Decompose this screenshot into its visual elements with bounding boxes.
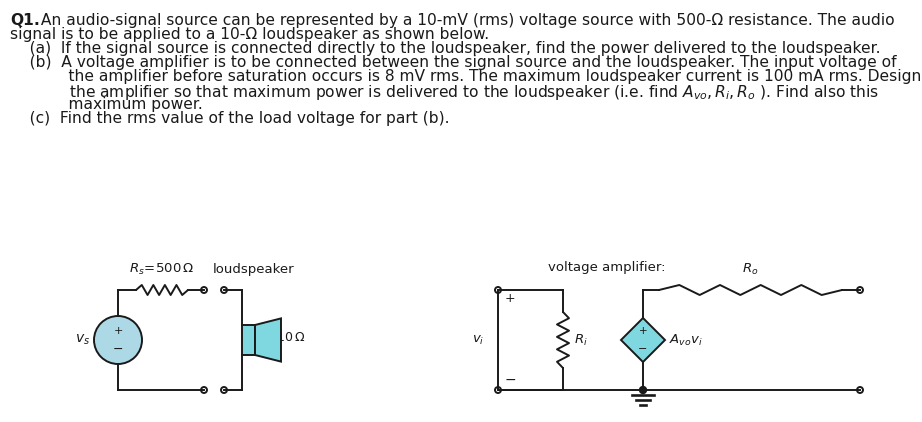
Text: −: −	[638, 344, 647, 354]
Text: +: +	[505, 292, 515, 305]
Polygon shape	[255, 319, 281, 362]
Text: $R_L\!=\!10\,\Omega$: $R_L\!=\!10\,\Omega$	[251, 330, 305, 346]
Text: −: −	[112, 343, 124, 355]
Circle shape	[495, 287, 501, 293]
Text: loudspeaker: loudspeaker	[213, 263, 295, 276]
Text: +: +	[639, 326, 647, 336]
Text: the amplifier so that maximum power is delivered to the loudspeaker (i.e. find $: the amplifier so that maximum power is d…	[10, 83, 880, 102]
Text: (a)  If the signal source is connected directly to the loudspeaker, find the pow: (a) If the signal source is connected di…	[10, 41, 881, 56]
Text: the amplifier before saturation occurs is 8 mV rms. The maximum loudspeaker curr: the amplifier before saturation occurs i…	[10, 69, 921, 84]
Circle shape	[495, 387, 501, 393]
Text: (c)  Find the rms value of the load voltage for part (b).: (c) Find the rms value of the load volta…	[10, 111, 450, 126]
Text: signal is to be applied to a 10-Ω loudspeaker as shown below.: signal is to be applied to a 10-Ω loudsp…	[10, 27, 490, 42]
Text: $v_i$: $v_i$	[472, 333, 484, 346]
Text: voltage amplifier:: voltage amplifier:	[548, 261, 666, 274]
Circle shape	[857, 387, 863, 393]
Text: An audio-signal source can be represented by a 10-mV (rms) voltage source with 5: An audio-signal source can be represente…	[36, 13, 894, 28]
Text: maximum power.: maximum power.	[10, 97, 203, 112]
Text: −: −	[505, 373, 516, 387]
Circle shape	[221, 387, 227, 393]
Circle shape	[201, 387, 207, 393]
Text: (b)  A voltage amplifier is to be connected between the signal source and the lo: (b) A voltage amplifier is to be connect…	[10, 55, 896, 70]
Text: +: +	[113, 326, 123, 336]
Bar	[242, 325, 255, 355]
Text: $R_i$: $R_i$	[574, 333, 587, 348]
Circle shape	[201, 287, 207, 293]
Circle shape	[857, 287, 863, 293]
Text: $A_{vo}v_i$: $A_{vo}v_i$	[669, 333, 703, 348]
Text: $R_s\!=\!500\,\Omega$: $R_s\!=\!500\,\Omega$	[129, 262, 195, 277]
Circle shape	[221, 287, 227, 293]
Text: Q1.: Q1.	[10, 13, 40, 28]
Circle shape	[640, 387, 646, 393]
Polygon shape	[621, 318, 665, 362]
Text: $v_s$: $v_s$	[76, 333, 90, 347]
Text: $R_o$: $R_o$	[742, 262, 759, 277]
Circle shape	[94, 316, 142, 364]
